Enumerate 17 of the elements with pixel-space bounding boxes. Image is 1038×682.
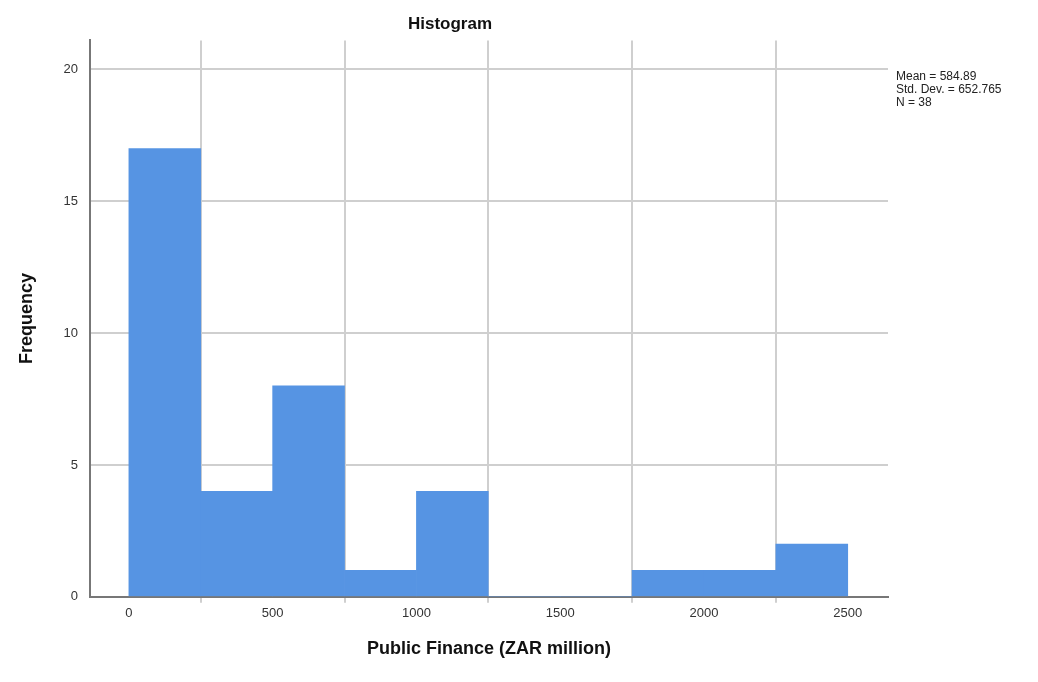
chart-title: Histogram [407, 13, 493, 33]
x-axis-title: Public Finance (ZAR million) [367, 638, 612, 659]
y-tick-label: 5 [70, 456, 79, 472]
y-tick-label: 10 [63, 324, 79, 340]
text: N = 38 [896, 94, 933, 109]
x-tick-label: 0 [125, 605, 133, 621]
y-tick-label: 15 [63, 192, 79, 208]
y-tick-label: 0 [70, 588, 79, 604]
text: Mean = 584.89 [896, 68, 977, 83]
x-tick-label: 2000 [689, 605, 719, 621]
x-tick-label: 1500 [545, 605, 575, 621]
y-tick-label: 20 [63, 60, 79, 76]
x-tick-label: 2500 [833, 605, 863, 621]
x-tick-label: 1000 [401, 605, 431, 621]
y-axis-title: Frequency [15, 273, 36, 365]
x-tick-label: 500 [261, 605, 284, 621]
text: Std. Dev. = 652.765 [896, 81, 1002, 96]
